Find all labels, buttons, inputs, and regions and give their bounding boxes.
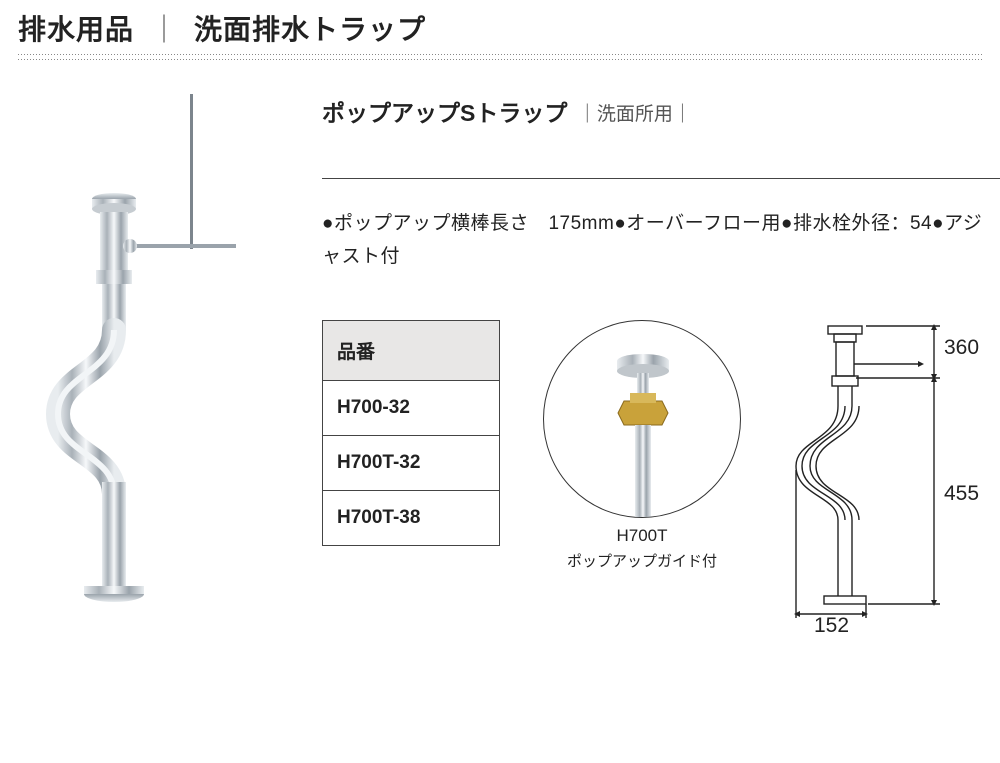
lower-row: 品番 H700-32 H700T-32 H700T-38 [322,320,1000,620]
dimension-drawing: 360 455 152 [784,320,1000,620]
detail-caption: ポップアップガイド付 [532,550,752,571]
page-header: 排水用品 ｜ 洗面排水トラップ [18,8,982,54]
spec-text: ●ポップアップ横棒長さ 175mm●オーバーフロー用●排水栓外径：54●アジャス… [322,207,1000,274]
product-name: ポップアップSトラップ [322,100,567,126]
table-row: H700T-32 [323,435,500,490]
divider-rule [322,178,1000,179]
right-column: ポップアップSトラップ ｜洗面所用｜ ●ポップアップ横棒長さ 175mm●オーバ… [322,94,1000,620]
category-label: 排水用品 [18,8,134,48]
dim-152: 152 [814,614,849,638]
table-row: H700-32 [323,380,500,435]
detail-svg [544,321,741,518]
header-separator: ｜ [150,8,178,48]
tag-text: 洗面所用 [597,104,673,125]
table-row: H700T-38 [323,490,500,545]
dim-360: 360 [944,336,979,360]
detail-model: H700T [532,526,752,546]
product-tag: ｜洗面所用｜ [578,104,692,125]
product-title-row: ポップアップSトラップ ｜洗面所用｜ [322,94,1000,128]
subcategory-label: 洗面排水トラップ [194,8,426,48]
content-area: ポップアップSトラップ ｜洗面所用｜ ●ポップアップ横棒長さ 175mm●オーバ… [18,60,982,620]
detail-circle [543,320,741,518]
tag-close: ｜ [673,104,692,125]
tag-open: ｜ [578,104,597,125]
dim-455: 455 [944,482,979,506]
dimension-svg [784,320,1000,620]
table-header: 品番 [323,320,500,380]
model-table: 品番 H700-32 H700T-32 H700T-38 [322,320,500,546]
product-photo [18,94,296,614]
detail-photo-block: H700T ポップアップガイド付 [532,320,752,571]
product-photo-svg [18,94,296,614]
